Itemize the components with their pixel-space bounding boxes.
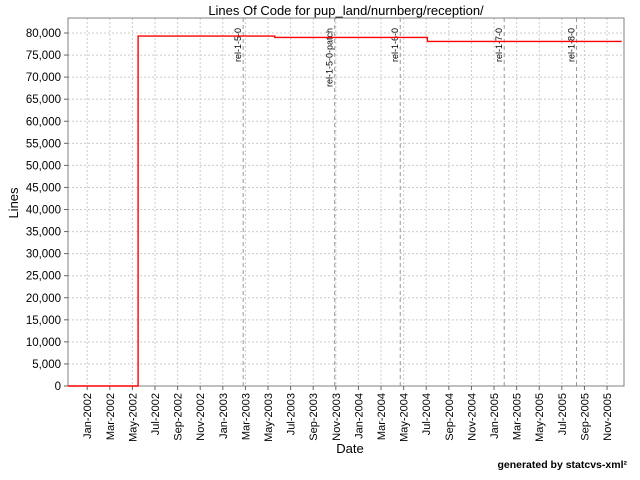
x-tick-label: Mar-2003	[240, 393, 252, 440]
y-tick-label: 45,000	[26, 182, 61, 194]
y-tick-label: 80,000	[26, 28, 61, 40]
release-marker-label: rel-1-6-0	[390, 28, 400, 62]
x-tick-label: Jan-2004	[353, 393, 365, 439]
x-tick-label: Sep-2002	[173, 393, 185, 441]
release-marker-label: rel-1-7-0	[494, 28, 504, 62]
x-tick-label: Nov-2005	[602, 393, 614, 441]
x-tick-label: Sep-2005	[579, 393, 591, 441]
x-tick-label: Jul-2004	[421, 393, 433, 435]
chart-title: Lines Of Code for pup_land/nurnberg/rece…	[208, 3, 484, 18]
y-tick-label: 70,000	[26, 72, 61, 84]
y-tick-label: 0	[55, 381, 61, 393]
x-tick-label: Nov-2003	[331, 393, 343, 441]
y-tick-label: 65,000	[26, 94, 61, 106]
x-tick-label: Jan-2005	[489, 393, 501, 439]
x-tick-label: Sep-2003	[308, 393, 320, 441]
y-tick-label: 35,000	[26, 227, 61, 239]
credit-text: generated by statcvs-xml²	[497, 459, 627, 471]
x-tick-label: Mar-2004	[376, 393, 388, 440]
y-axis-title: Lines	[6, 187, 21, 219]
y-tick-label: 5,000	[32, 359, 61, 371]
release-marker-label: rel-1-5-0-patch	[325, 28, 335, 87]
y-tick-label: 50,000	[26, 160, 61, 172]
x-tick-label: Mar-2005	[512, 393, 524, 440]
loc-line-lines-of-code	[68, 35, 622, 387]
plot-background	[68, 18, 624, 386]
x-tick-label: Jan-2003	[218, 393, 230, 439]
x-tick-label: May-2002	[127, 393, 139, 442]
y-tick-label: 55,000	[26, 138, 61, 150]
release-marker-label: rel-1-8-0	[567, 28, 577, 62]
x-tick-label: Jan-2002	[82, 393, 94, 439]
x-tick-label: Mar-2002	[105, 393, 117, 440]
y-tick-label: 20,000	[26, 293, 61, 305]
x-tick-label: Sep-2004	[444, 393, 456, 441]
y-tick-label: 75,000	[26, 50, 61, 62]
y-tick-label: 25,000	[26, 271, 61, 283]
x-tick-label: Jul-2002	[150, 393, 162, 435]
x-tick-label: Nov-2004	[466, 393, 478, 441]
y-tick-label: 15,000	[26, 315, 61, 327]
y-tick-label: 60,000	[26, 116, 61, 128]
x-tick-label: May-2004	[399, 393, 411, 442]
y-tick-label: 10,000	[26, 337, 61, 349]
y-tick-label: 30,000	[26, 249, 61, 261]
plot-border	[67, 17, 625, 387]
x-tick-label: May-2003	[263, 393, 275, 442]
x-tick-label: Jul-2005	[557, 393, 569, 435]
x-tick-label: May-2005	[534, 393, 546, 442]
x-tick-label: Nov-2002	[195, 393, 207, 441]
plot-area: 0 5,000 10,000 15,000 20,000 25,000 30,000 35,0…	[26, 17, 625, 442]
x-axis-title: Date	[336, 441, 363, 456]
x-tick-label: Jul-2003	[286, 393, 298, 435]
release-marker-label: rel-1-5-0	[233, 28, 243, 62]
y-tick-label: 40,000	[26, 205, 61, 217]
